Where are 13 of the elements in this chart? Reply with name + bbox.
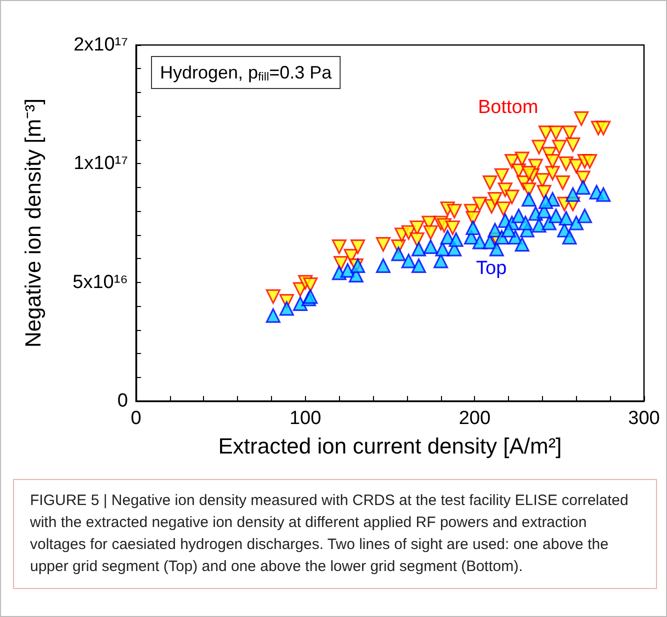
y-tick-label: 5x10¹⁶ [72, 272, 128, 293]
x-tick-label: 0 [130, 408, 142, 429]
y-tick-label: 1x10¹⁷ [74, 153, 128, 174]
caption: FIGURE 5 | Negative ion density measured with CRDS at the test facility ELISE correlated with the extracted negative ion density at different applied RF powers and extraction voltages for caesiated hydrogen discharges. Two lines of sight are used: one above the upper grid segment (Top) and one above the lower grid segment (Bottom). [13, 479, 657, 589]
y-axis-title: Negative ion density [m⁻³] [20, 98, 46, 348]
x-tick-label: 200 [458, 408, 491, 429]
x-tick-label: 100 [289, 408, 322, 429]
y-tick-label: 2x10¹⁷ [74, 34, 128, 56]
x-tick-label: 300 [628, 408, 660, 429]
y-tick-label: 0 [117, 390, 128, 412]
x-axis-title: Extracted ion current density [A/m²] [218, 434, 562, 458]
series-label: Top [476, 258, 507, 279]
series-label: Bottom [478, 97, 538, 118]
